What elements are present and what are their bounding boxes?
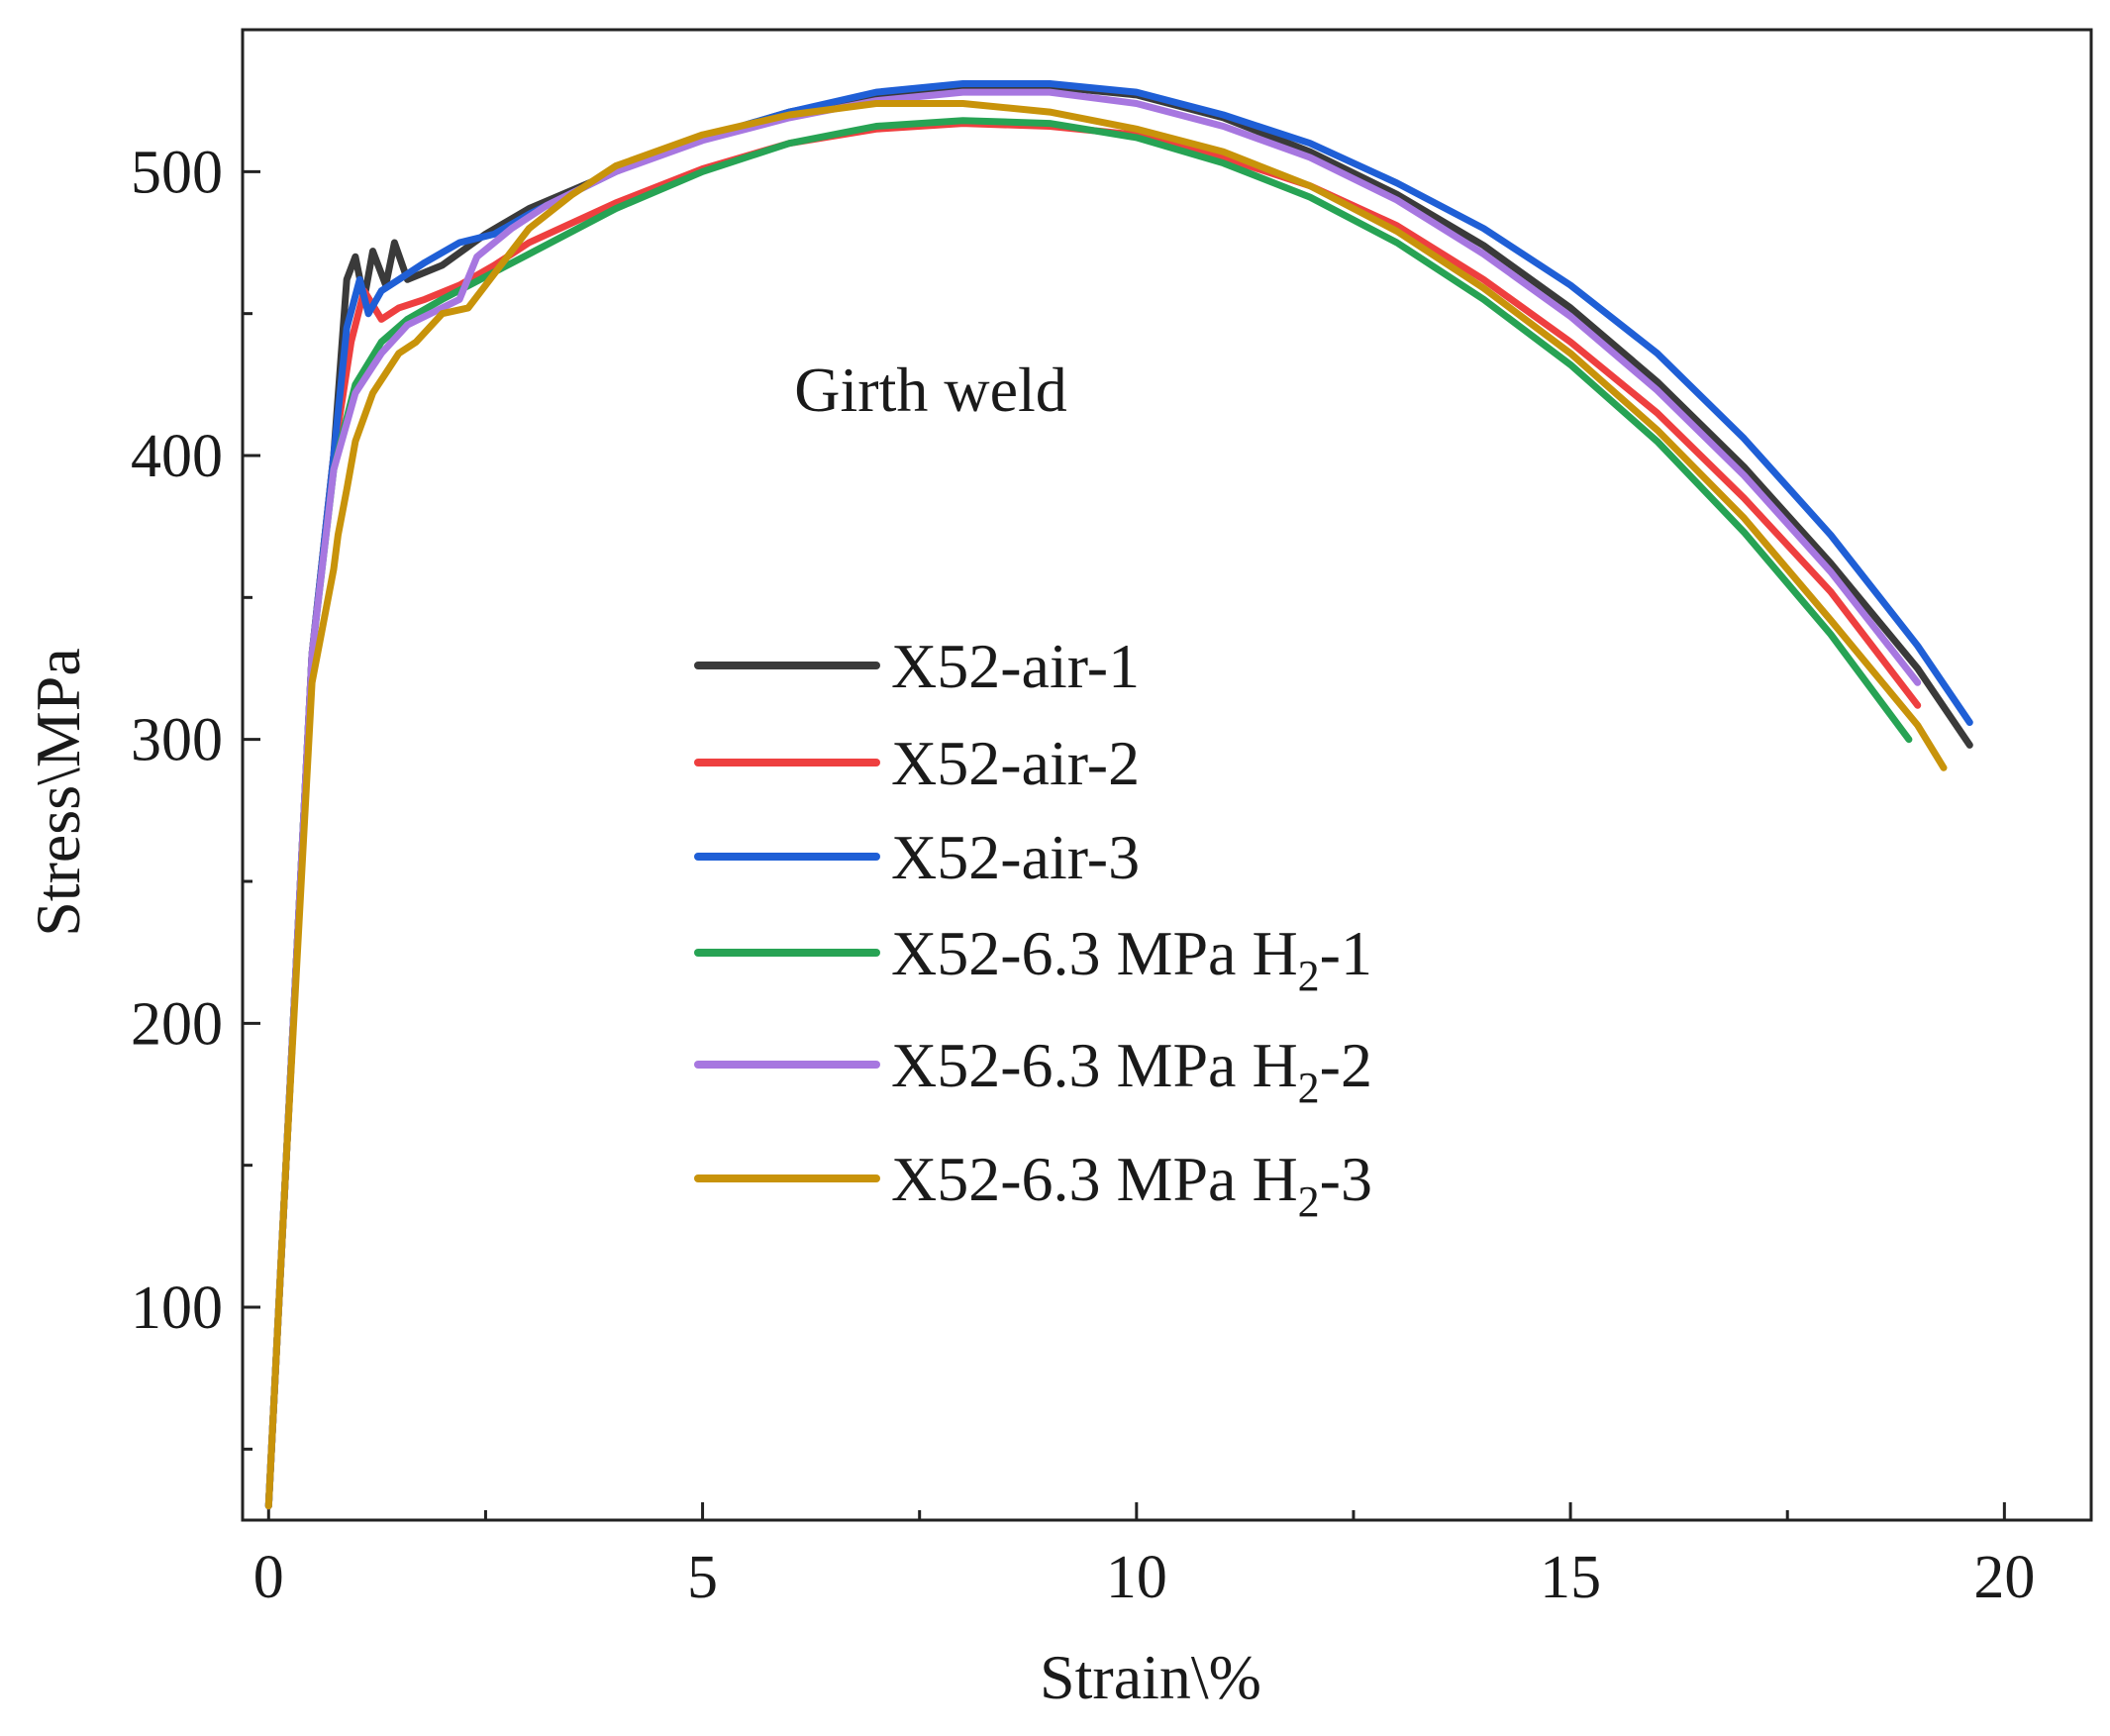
y-tick-label: 400 xyxy=(131,423,223,490)
x-tick-label: 15 xyxy=(1540,1544,1601,1611)
plot-frame xyxy=(241,28,2093,1522)
y-tick-label: 300 xyxy=(131,707,223,774)
x-tick-label: 20 xyxy=(1973,1544,2035,1611)
annotation-girth-weld: Girth weld xyxy=(794,355,1067,425)
legend-label-subscript: 2 xyxy=(1298,952,1320,1000)
legend-label-5: X52-6.3 MPa H2-2 xyxy=(891,1030,1372,1112)
legend-label-3: X52-air-3 xyxy=(891,822,1140,892)
legend-label-main: X52-air-3 xyxy=(891,822,1140,892)
x-tick-label: 5 xyxy=(687,1544,718,1611)
legend-label-subscript: 2 xyxy=(1298,1177,1320,1226)
legend-label-main: X52-6.3 MPa H xyxy=(891,1144,1298,1214)
legend-label-main: X52-6.3 MPa H xyxy=(891,1030,1298,1100)
x-axis-title: Strain\% xyxy=(1040,1642,1261,1712)
series-line-4 xyxy=(264,117,1913,1510)
legend-label-main: X52-air-2 xyxy=(891,728,1140,798)
y-tick-label: 500 xyxy=(131,139,223,206)
legend-label-1: X52-air-1 xyxy=(891,631,1140,701)
x-tick-label: 0 xyxy=(253,1544,284,1611)
series-line-5 xyxy=(264,88,1922,1510)
data-series xyxy=(264,80,1973,1510)
y-tick-label: 200 xyxy=(131,990,223,1058)
legend-label-tail: -3 xyxy=(1320,1144,1372,1214)
legend-label-subscript: 2 xyxy=(1298,1064,1320,1112)
legend-label-tail: -1 xyxy=(1320,918,1372,988)
legend-label-tail: -2 xyxy=(1320,1030,1372,1100)
legend-label-main: X52-air-1 xyxy=(891,631,1140,701)
legend-label-main: X52-6.3 MPa H xyxy=(891,918,1298,988)
y-tick-label: 100 xyxy=(131,1275,223,1342)
legend-label-6: X52-6.3 MPa H2-3 xyxy=(891,1144,1372,1226)
legend-label-2: X52-air-2 xyxy=(891,728,1140,798)
series-line-6 xyxy=(264,100,1948,1510)
axis-ticks: 0 5 10 15 20 100 200 300 400 500 xyxy=(131,139,2035,1611)
x-tick-label: 10 xyxy=(1106,1544,1167,1611)
legend-label-4: X52-6.3 MPa H2-1 xyxy=(891,918,1372,1000)
legend: X52-air-1 X52-air-2 X52-air-3 X52-6.3 MPa H… xyxy=(694,631,1372,1226)
y-axis-title: Stress\MPa xyxy=(23,648,93,937)
